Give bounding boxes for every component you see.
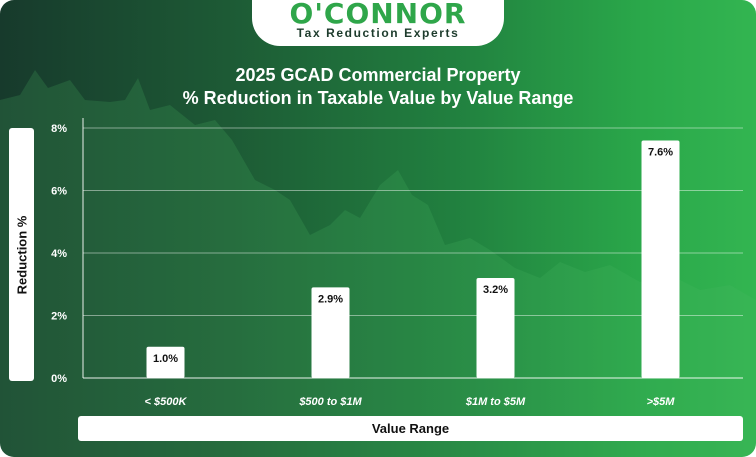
- y-tick-label: 8%: [51, 123, 67, 135]
- chart-subtitle: % Reduction in Taxable Value by Value Ra…: [182, 88, 574, 108]
- data-label: 7.6%: [648, 147, 673, 159]
- x-tick-label: < $500K: [145, 396, 188, 408]
- data-label: 2.9%: [318, 293, 343, 305]
- logo-tagline: Tax Reduction Experts: [296, 26, 460, 40]
- y-tick-label: 0%: [51, 373, 67, 385]
- chart-title-block: 2025 GCAD Commercial Property % Reductio…: [0, 64, 756, 110]
- logo[interactable]: O'CONNOR Tax Reduction Experts: [252, 0, 504, 46]
- y-tick-label: 4%: [51, 248, 67, 260]
- bar: [146, 346, 185, 378]
- y-tick-label: 2%: [51, 311, 67, 323]
- bar: [641, 140, 680, 378]
- data-label: 1.0%: [153, 353, 178, 365]
- y-axis-label-box: Reduction %: [9, 128, 34, 381]
- bar: [311, 287, 350, 378]
- x-tick-label: $1M to $5M: [465, 396, 526, 408]
- data-label: 3.2%: [483, 284, 508, 296]
- x-tick-label: $500 to $1M: [298, 396, 362, 408]
- y-tick-label: 6%: [51, 186, 67, 198]
- x-axis-label: Value Range: [371, 421, 450, 436]
- logo-wordmark: O'CONNOR: [289, 0, 467, 30]
- x-axis-label-box: Value Range: [78, 416, 743, 441]
- bar: [476, 278, 515, 378]
- chart-title: 2025 GCAD Commercial Property: [235, 65, 521, 85]
- x-tick-label: >$5M: [647, 396, 676, 408]
